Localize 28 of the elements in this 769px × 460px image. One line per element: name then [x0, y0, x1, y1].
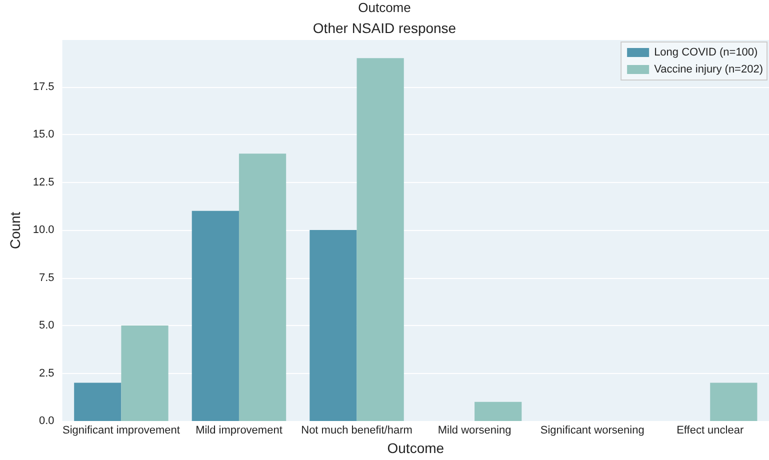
y-tick-label: 10.0: [32, 224, 54, 236]
y-tick-label: 17.5: [32, 80, 54, 93]
x-tick-label: Mild improvement: [196, 424, 282, 436]
legend-label: Long COVID (n=100): [654, 46, 758, 58]
y-tick-label: 12.5: [32, 176, 54, 188]
bar: [356, 58, 404, 421]
chart-title: Other NSAID response: [312, 20, 456, 36]
legend-label: Vaccine injury (n=202): [654, 64, 763, 76]
y-tick-label: 5.0: [39, 320, 54, 332]
y-tick-label: 7.5: [39, 272, 54, 284]
y-axis-title: Count: [7, 212, 23, 250]
text: Outcome: [358, 0, 411, 15]
x-tick-label: Significant improvement: [62, 424, 180, 436]
x-tick-label: Not much benefit/harm: [301, 424, 412, 436]
bar: [74, 382, 122, 421]
x-axis-title: Outcome: [387, 440, 444, 456]
x-tick-label: Significant worsening: [540, 424, 644, 436]
bar: [238, 154, 286, 421]
y-tick-label: 0.0: [39, 415, 54, 427]
y-tick-label: 15.0: [32, 128, 54, 141]
bar: [192, 210, 239, 421]
bar: [474, 402, 522, 421]
x-tick-label: Effect unclear: [676, 424, 744, 436]
bar: [121, 326, 168, 421]
bar: [310, 230, 357, 421]
y-tick-label: 2.5: [39, 367, 54, 380]
bar: [710, 382, 758, 421]
x-tick-label: Mild worsening: [438, 424, 512, 436]
